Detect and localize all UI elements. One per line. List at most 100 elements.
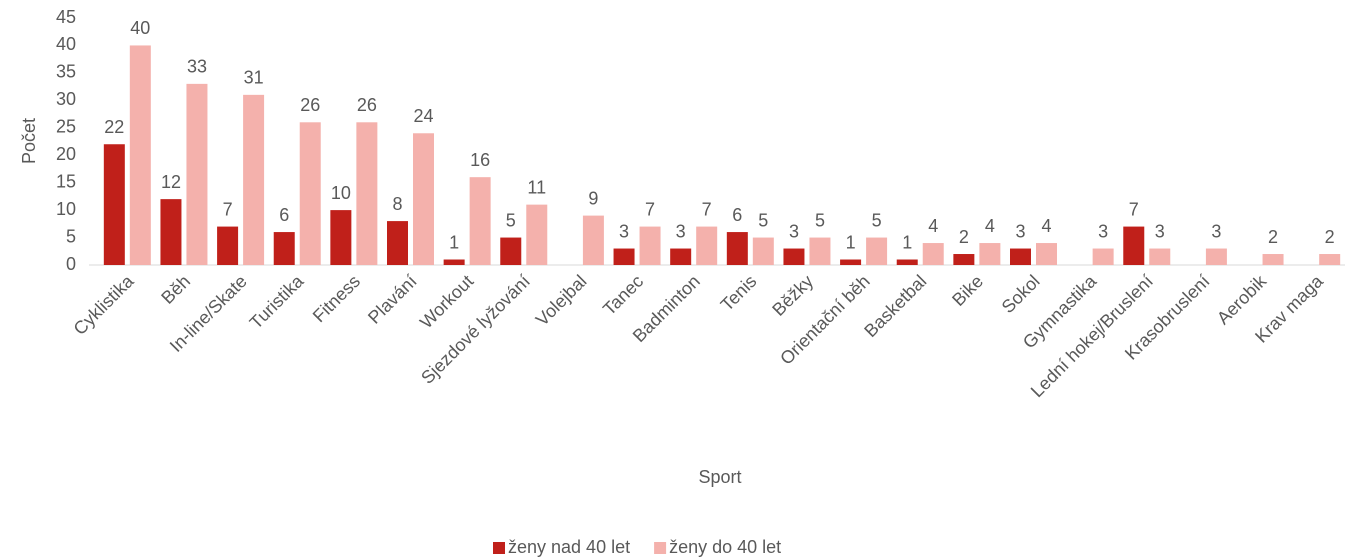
value-label: 4 bbox=[928, 216, 938, 236]
y-tick-label: 40 bbox=[56, 34, 76, 54]
bar bbox=[840, 259, 862, 265]
value-label: 3 bbox=[1098, 221, 1108, 241]
value-label: 11 bbox=[527, 177, 546, 197]
bar bbox=[1205, 248, 1227, 265]
value-label: 6 bbox=[732, 205, 742, 225]
bar bbox=[330, 210, 352, 265]
x-tick-label: Běžky bbox=[768, 271, 817, 320]
value-label: 7 bbox=[223, 199, 233, 219]
value-label: 3 bbox=[1211, 221, 1221, 241]
bar bbox=[979, 243, 1001, 265]
y-tick-label: 15 bbox=[56, 171, 76, 191]
value-label: 5 bbox=[815, 210, 825, 230]
value-label: 7 bbox=[645, 199, 655, 219]
bar bbox=[299, 122, 321, 266]
x-tick-label: Basketbal bbox=[860, 271, 930, 341]
value-label: 4 bbox=[1041, 216, 1051, 236]
bar bbox=[1262, 254, 1284, 265]
y-tick-label: 10 bbox=[56, 199, 76, 219]
y-tick-label: 25 bbox=[56, 117, 76, 137]
bar bbox=[726, 232, 748, 265]
value-label: 3 bbox=[1155, 221, 1165, 241]
x-tick-label: Běh bbox=[157, 271, 194, 308]
value-label: 2 bbox=[1325, 227, 1335, 247]
bar bbox=[129, 45, 151, 265]
value-label: 7 bbox=[1129, 199, 1139, 219]
bar bbox=[469, 177, 491, 265]
value-label: 40 bbox=[130, 18, 150, 38]
value-label: 3 bbox=[676, 221, 686, 241]
y-tick-label: 30 bbox=[56, 89, 76, 109]
x-tick-label: Bike bbox=[948, 271, 987, 310]
bar bbox=[186, 83, 208, 265]
x-tick-label: Plavání bbox=[364, 271, 421, 328]
x-tick-label: Aerobik bbox=[1213, 270, 1271, 328]
bar bbox=[953, 254, 975, 265]
legend-label: ženy do 40 let bbox=[669, 537, 781, 557]
bar bbox=[1123, 226, 1145, 265]
value-label: 3 bbox=[619, 221, 629, 241]
legend-swatch bbox=[654, 542, 667, 554]
value-label: 24 bbox=[413, 106, 433, 126]
bar bbox=[103, 144, 125, 265]
bar bbox=[273, 232, 295, 265]
value-label: 2 bbox=[1268, 227, 1278, 247]
y-tick-label: 45 bbox=[56, 7, 76, 27]
x-tick-label: Sjezdové lyžování bbox=[417, 271, 534, 388]
bar bbox=[1319, 254, 1341, 265]
value-label: 2 bbox=[959, 227, 969, 247]
value-label: 31 bbox=[244, 68, 264, 88]
bar bbox=[922, 243, 944, 265]
value-label: 8 bbox=[392, 194, 402, 214]
bar bbox=[896, 259, 918, 265]
bar bbox=[500, 237, 522, 265]
bar bbox=[413, 133, 434, 265]
value-label: 5 bbox=[506, 210, 516, 230]
value-label: 5 bbox=[872, 210, 882, 230]
bar bbox=[1149, 248, 1171, 265]
x-axis-title: Sport bbox=[698, 467, 741, 487]
x-tick-label: Volejbal bbox=[532, 271, 591, 330]
bar bbox=[356, 122, 378, 266]
x-tick-label: Fitness bbox=[309, 271, 364, 326]
value-label: 16 bbox=[470, 150, 490, 170]
value-label: 26 bbox=[300, 95, 320, 115]
value-label: 4 bbox=[985, 216, 995, 236]
x-tick-label: Cyklistika bbox=[70, 270, 139, 339]
bar bbox=[696, 226, 718, 265]
bar bbox=[639, 226, 661, 265]
bar bbox=[443, 259, 465, 265]
bar bbox=[1092, 248, 1114, 265]
value-label: 10 bbox=[331, 183, 351, 203]
x-tick-label: Turistika bbox=[246, 270, 308, 332]
legend-label: ženy nad 40 let bbox=[508, 537, 630, 557]
bar bbox=[670, 248, 692, 265]
value-label: 1 bbox=[902, 232, 912, 252]
y-tick-label: 35 bbox=[56, 62, 76, 82]
bar bbox=[387, 221, 408, 265]
value-label: 12 bbox=[161, 172, 181, 192]
y-tick-label: 5 bbox=[66, 226, 76, 246]
bar bbox=[809, 237, 831, 265]
bar bbox=[1036, 243, 1057, 265]
x-tick-label: Sokol bbox=[998, 271, 1044, 317]
x-tick-label: Tanec bbox=[599, 271, 647, 319]
y-tick-label: 20 bbox=[56, 144, 76, 164]
bar bbox=[217, 226, 239, 265]
bar bbox=[243, 94, 265, 265]
value-label: 6 bbox=[279, 205, 289, 225]
bar bbox=[582, 215, 604, 265]
value-label: 33 bbox=[187, 57, 207, 77]
bar bbox=[526, 204, 548, 265]
bar bbox=[752, 237, 774, 265]
legend-swatch bbox=[493, 542, 505, 554]
value-label: 9 bbox=[588, 188, 598, 208]
y-tick-label: 0 bbox=[66, 254, 76, 274]
value-label: 22 bbox=[104, 117, 124, 137]
value-label: 1 bbox=[449, 232, 459, 252]
bar bbox=[613, 248, 635, 265]
value-label: 1 bbox=[846, 232, 856, 252]
x-tick-label: Tenis bbox=[717, 271, 761, 315]
bar bbox=[1010, 248, 1031, 265]
